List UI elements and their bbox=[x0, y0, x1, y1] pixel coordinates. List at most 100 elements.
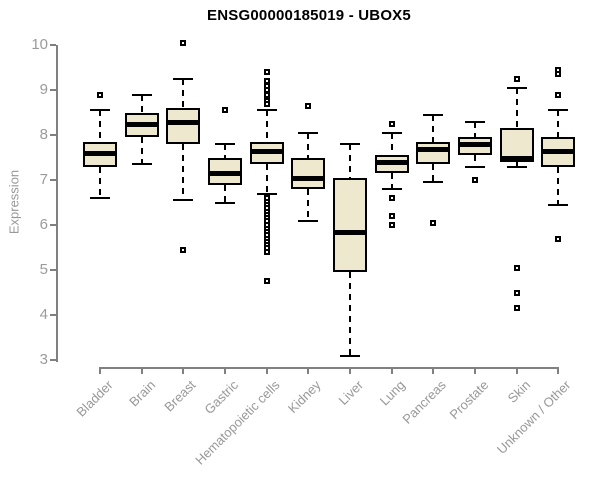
whisker-upper-skin bbox=[515, 87, 518, 129]
whisker-lower-skin bbox=[515, 162, 518, 167]
x-tick-label-gastric: Gastric bbox=[201, 377, 242, 418]
y-tick-label: 3 bbox=[39, 351, 48, 368]
whisker-lower-pancreas bbox=[432, 164, 435, 183]
whisker-cap-high bbox=[506, 86, 527, 89]
whisker-cap-high bbox=[464, 120, 485, 123]
median-line-skin bbox=[499, 155, 534, 161]
y-tick bbox=[50, 269, 56, 271]
whisker-cap-high bbox=[256, 109, 277, 112]
outlier-point bbox=[180, 39, 187, 46]
whisker-upper-hematopoietic-cells bbox=[265, 110, 268, 142]
whisker-cap-low bbox=[90, 197, 110, 199]
y-tick-label: 9 bbox=[39, 81, 48, 98]
x-tick bbox=[307, 369, 310, 374]
median-line-bladder bbox=[83, 151, 117, 156]
y-tick bbox=[50, 44, 56, 46]
y-tick-label: 5 bbox=[39, 261, 48, 278]
x-tick-label-liver: Liver bbox=[335, 377, 367, 408]
whisker-cap-low bbox=[423, 181, 444, 184]
x-tick bbox=[265, 369, 268, 374]
median-line-unknown-other bbox=[541, 148, 576, 154]
whisker-lower-gastric bbox=[223, 184, 226, 203]
whisker-cap-low bbox=[464, 165, 485, 168]
whisker-cap-high bbox=[173, 77, 194, 80]
x-tick-label-unknown-other: Unknown / Other bbox=[494, 377, 574, 457]
outlier-point bbox=[221, 107, 228, 114]
x-tick bbox=[140, 369, 143, 374]
x-tick-label-bladder: Bladder bbox=[73, 377, 116, 420]
x-tick-label-skin: Skin bbox=[504, 377, 533, 406]
x-tick bbox=[557, 369, 560, 374]
outlier-point bbox=[388, 195, 395, 201]
outlier-point bbox=[263, 100, 270, 107]
whisker-upper-kidney bbox=[307, 132, 310, 158]
x-axis-line bbox=[99, 367, 560, 369]
whisker-cap-low bbox=[548, 203, 569, 206]
whisker-lower-hematopoietic-cells bbox=[265, 164, 268, 194]
y-tick-label: 4 bbox=[39, 306, 48, 323]
whisker-upper-unknown-other bbox=[557, 110, 560, 138]
whisker-cap-low bbox=[298, 219, 319, 222]
whisker-cap-high bbox=[339, 143, 360, 145]
whisker-cap-high bbox=[131, 93, 152, 96]
outlier-point bbox=[388, 213, 395, 219]
outlier-point bbox=[471, 177, 478, 183]
whisker-lower-lung bbox=[390, 173, 393, 189]
box-pancreas bbox=[416, 141, 451, 165]
chart-title: ENSG00000185019 - UBOX5 bbox=[207, 7, 411, 24]
whisker-upper-lung bbox=[390, 132, 393, 156]
y-tick bbox=[50, 314, 56, 316]
y-tick bbox=[50, 359, 56, 361]
x-tick bbox=[390, 369, 393, 374]
whisker-lower-brain bbox=[140, 137, 143, 165]
median-line-breast bbox=[166, 119, 201, 125]
x-tick bbox=[348, 369, 351, 374]
outlier-point bbox=[555, 235, 562, 242]
y-tick-label: 7 bbox=[39, 171, 48, 188]
x-tick bbox=[473, 369, 476, 374]
outlier-point bbox=[388, 120, 395, 127]
whisker-cap-high bbox=[90, 109, 110, 112]
box-gastric bbox=[207, 157, 242, 185]
whisker-cap-high bbox=[381, 131, 402, 134]
outlier-point bbox=[430, 219, 437, 226]
y-tick bbox=[50, 134, 56, 136]
box-liver bbox=[332, 177, 367, 273]
median-line-gastric bbox=[207, 171, 242, 177]
whisker-cap-low bbox=[339, 354, 360, 357]
x-tick-label-pancreas: Pancreas bbox=[399, 377, 450, 427]
outlier-point bbox=[555, 71, 562, 78]
whisker-cap-low bbox=[506, 165, 527, 168]
whisker-lower-breast bbox=[182, 144, 185, 201]
outlier-point bbox=[513, 75, 520, 82]
y-tick bbox=[50, 89, 56, 91]
y-axis-line bbox=[56, 45, 58, 362]
whisker-upper-liver bbox=[348, 144, 351, 178]
x-tick-label-prostate: Prostate bbox=[446, 377, 492, 423]
whisker-upper-brain bbox=[140, 94, 143, 113]
median-line-brain bbox=[124, 121, 159, 127]
whisker-cap-low bbox=[256, 192, 277, 195]
whisker-lower-liver bbox=[348, 272, 351, 356]
outlier-point bbox=[263, 249, 270, 255]
y-tick bbox=[50, 179, 56, 181]
median-line-pancreas bbox=[416, 146, 451, 152]
whisker-cap-high bbox=[298, 131, 319, 134]
outlier-point bbox=[97, 91, 103, 98]
median-line-liver bbox=[332, 229, 367, 235]
outlier-point bbox=[263, 91, 270, 98]
outlier-point bbox=[513, 264, 520, 271]
whisker-lower-unknown-other bbox=[557, 166, 560, 205]
whisker-cap-high bbox=[214, 143, 235, 145]
whisker-cap-low bbox=[173, 199, 194, 202]
median-line-prostate bbox=[457, 142, 492, 147]
box-kidney bbox=[291, 157, 326, 189]
x-tick bbox=[515, 369, 518, 374]
x-tick-label-lung: Lung bbox=[376, 377, 408, 409]
whisker-cap-low bbox=[214, 201, 235, 204]
whisker-cap-high bbox=[548, 109, 569, 112]
median-line-hematopoietic-cells bbox=[249, 148, 284, 154]
whisker-lower-kidney bbox=[307, 189, 310, 221]
outlier-point bbox=[388, 222, 395, 228]
